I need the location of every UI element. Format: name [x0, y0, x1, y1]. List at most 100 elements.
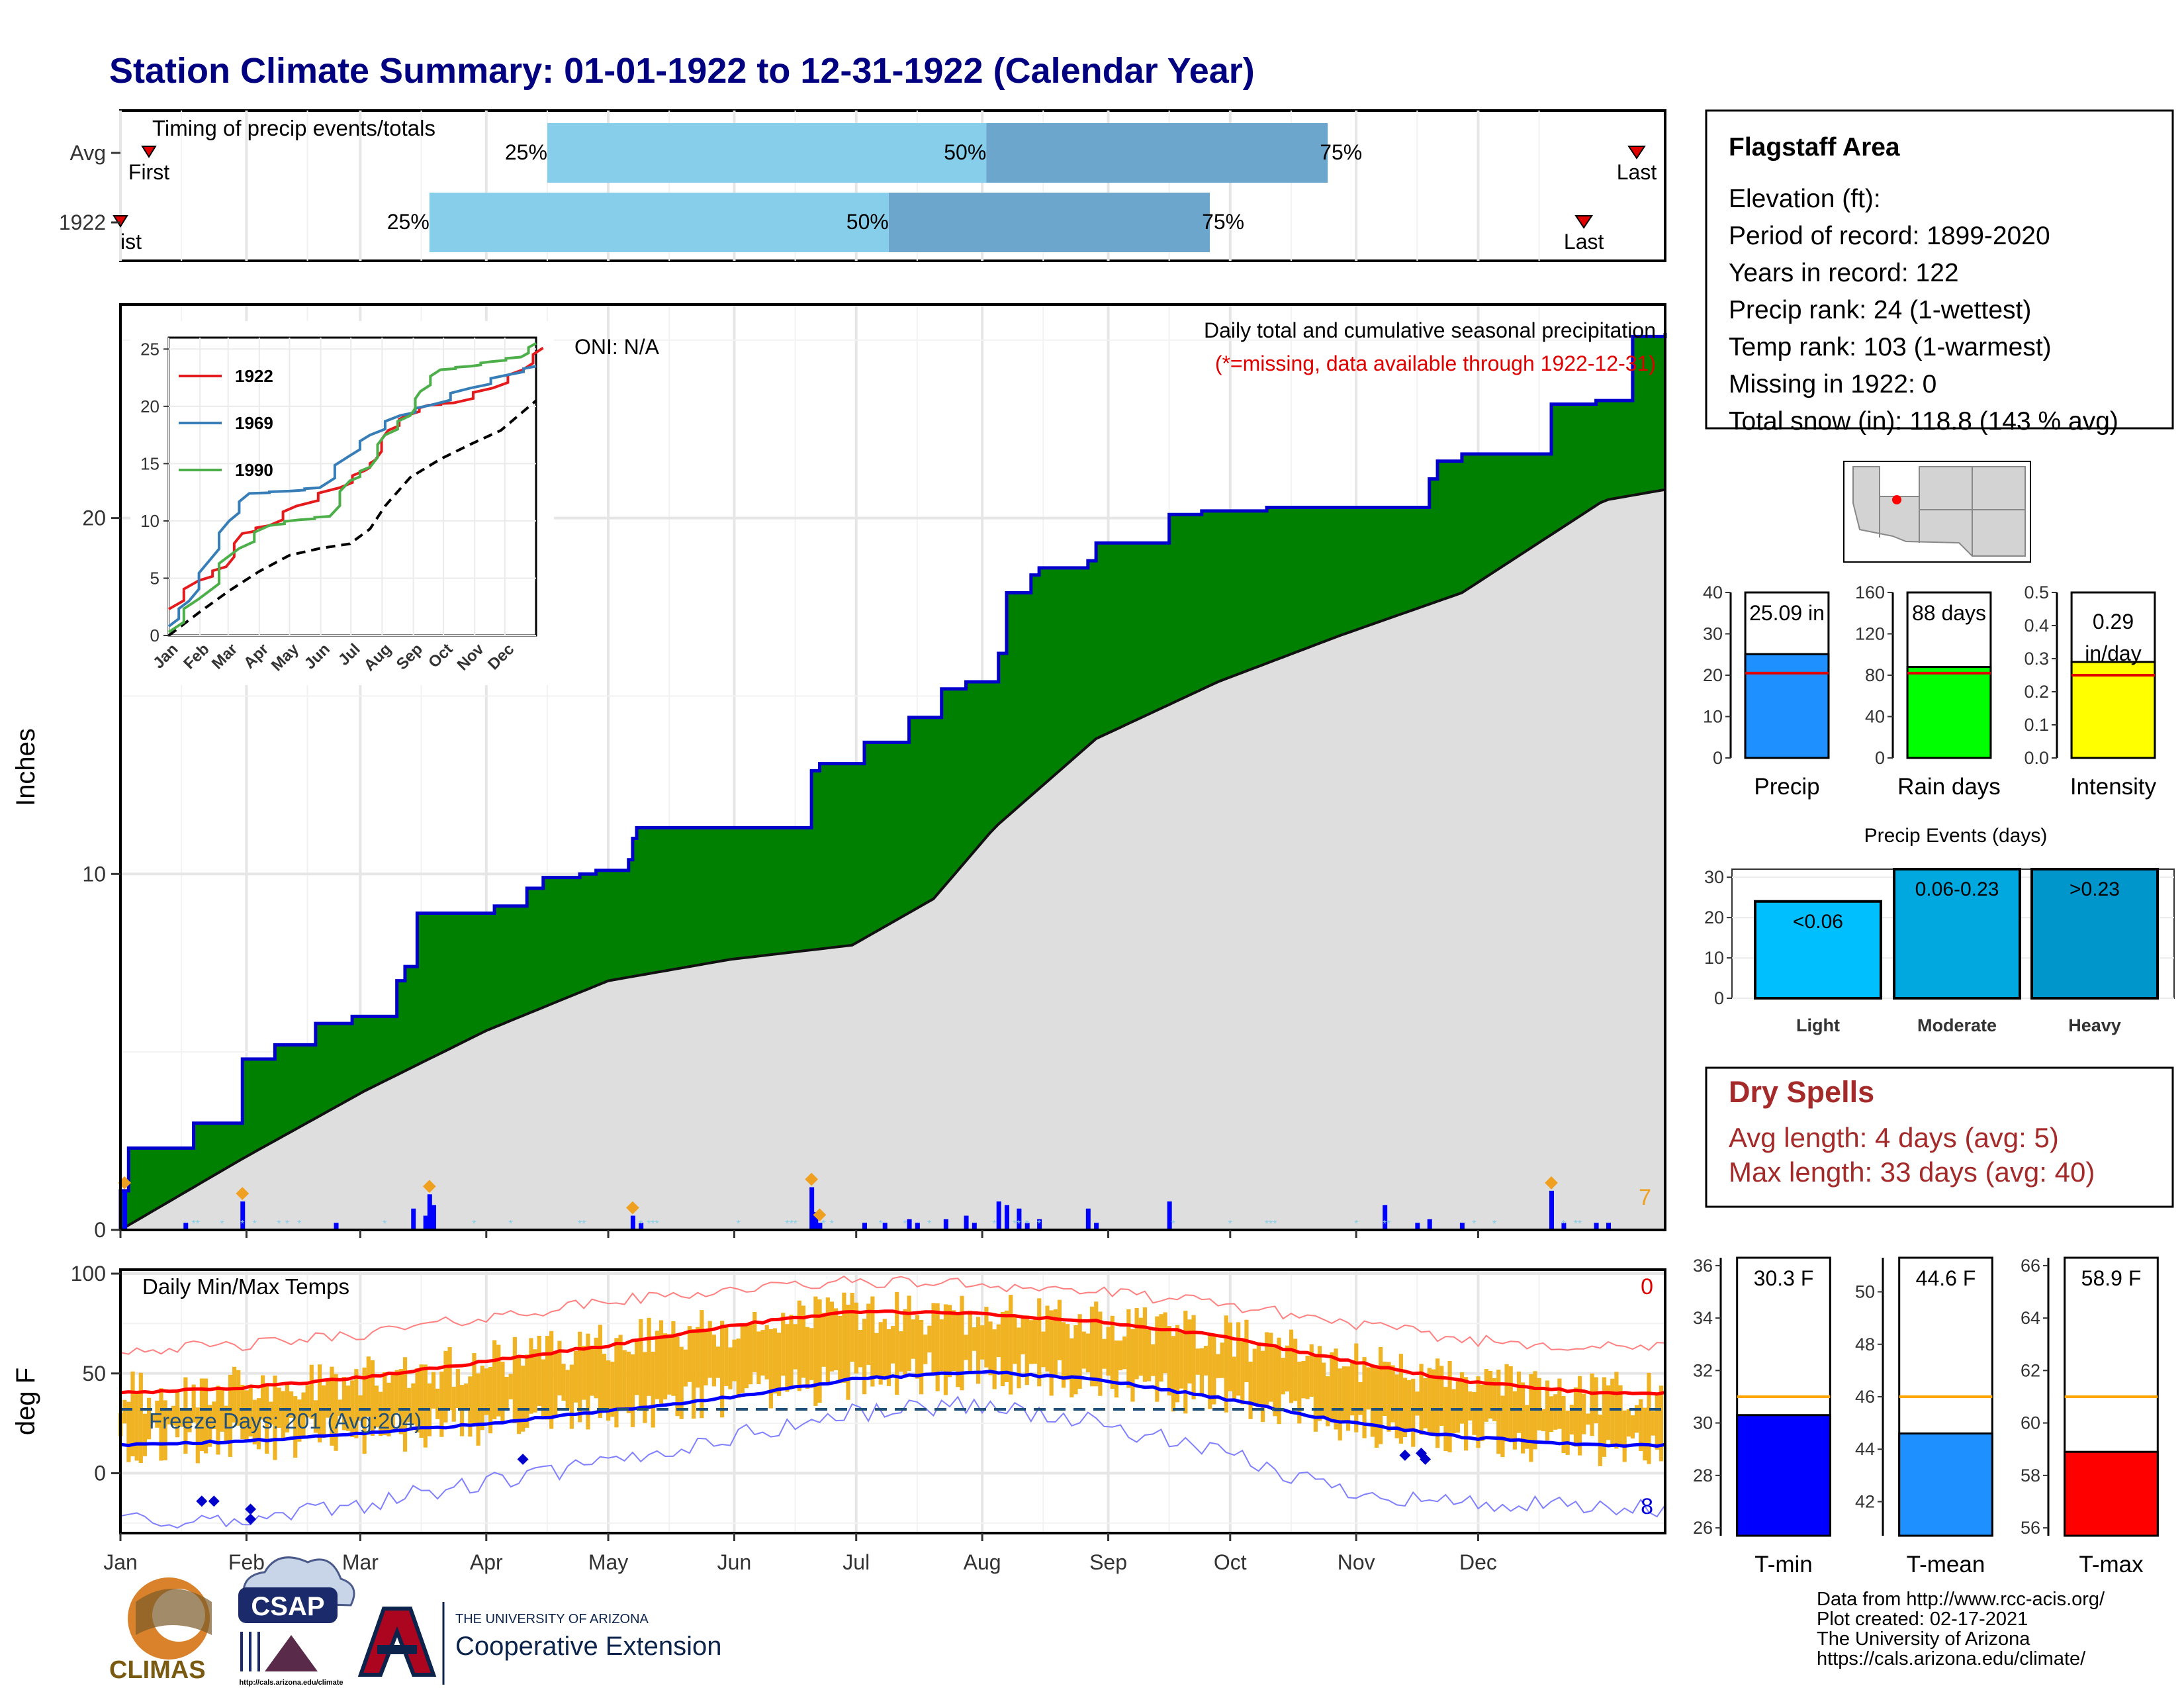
daily-temp-bar	[1024, 1315, 1029, 1385]
daily-temp-bar	[1138, 1317, 1143, 1376]
daily-temp-bar	[711, 1335, 716, 1387]
daily-temp-bar	[236, 1370, 241, 1426]
daily-temp-bar	[679, 1346, 684, 1419]
daily-precip-bar	[972, 1223, 977, 1230]
daily-temp-bar	[549, 1331, 554, 1429]
record-low-marker	[517, 1453, 529, 1465]
daily-temp-bar	[423, 1364, 428, 1448]
large-event-marker	[422, 1180, 436, 1194]
timing-title: Timing of precip events/totals	[152, 116, 435, 140]
daily-temp-bar	[1484, 1369, 1488, 1422]
daily-temp-bar	[1110, 1315, 1115, 1389]
daily-temp-bar	[1387, 1362, 1391, 1432]
daily-temp-bar	[789, 1315, 794, 1389]
daily-temp-bar	[659, 1320, 664, 1404]
daily-temp-bar	[411, 1383, 416, 1425]
daily-temp-bar	[1472, 1391, 1477, 1435]
daily-precip-bar	[411, 1208, 416, 1230]
daily-precip-bar	[1594, 1223, 1599, 1230]
daily-temp-bar	[964, 1335, 968, 1360]
daily-temp-bar	[1061, 1322, 1066, 1388]
daily-temp-bar	[1569, 1405, 1574, 1435]
daily-temp-bar	[1594, 1377, 1598, 1424]
trace-marker: *	[1025, 1219, 1029, 1230]
daily-temp-bar	[1244, 1319, 1249, 1383]
daily-temp-bar	[1427, 1368, 1432, 1434]
precip-panel: * ** ** *** * **** * * * ** * ** ** * *** ** * ** * * ** * ** *…	[11, 303, 1667, 1242]
first-event-marker	[141, 146, 157, 158]
trace-marker: *	[240, 1219, 244, 1230]
daily-temp-bar	[1582, 1393, 1586, 1434]
trace-marker: *	[1171, 1219, 1175, 1230]
daily-temp-bar	[817, 1299, 822, 1403]
daily-temp-bar	[1586, 1413, 1590, 1425]
daily-temp-bar	[1459, 1372, 1465, 1424]
daily-temp-bar	[772, 1328, 778, 1394]
daily-temp-bar	[322, 1385, 326, 1438]
daily-temp-bar	[402, 1357, 408, 1452]
daily-temp-bar	[224, 1405, 228, 1442]
daily-temp-bar	[1643, 1407, 1647, 1461]
daily-temp-bar	[1134, 1308, 1139, 1380]
daily-temp-bar	[805, 1327, 810, 1389]
daily-temp-bar	[1590, 1373, 1594, 1436]
y-tick-label: 0.4	[2024, 616, 2049, 635]
daily-temp-bar	[1273, 1346, 1277, 1417]
y-tick-label: 40	[1865, 707, 1885, 727]
value-bar	[2070, 661, 2156, 759]
daily-temp-bar	[1028, 1320, 1034, 1364]
daily-precip-bar	[1085, 1208, 1091, 1230]
y-tick-label: 30	[1703, 624, 1723, 644]
trace-marker: *	[1354, 1219, 1358, 1230]
daily-temp-bar	[350, 1380, 355, 1438]
ua-name: THE UNIVERSITY OF ARIZONA	[455, 1612, 649, 1626]
daily-temp-bar	[1094, 1301, 1099, 1387]
pct-label: 75%	[1202, 210, 1244, 234]
event-bar	[2030, 868, 2159, 1000]
value-bar	[1906, 666, 1992, 759]
daily-temp-bar	[309, 1364, 314, 1419]
daily-temp-bar	[740, 1323, 745, 1393]
daily-temp-bar	[1114, 1340, 1119, 1398]
daily-temp-bar	[480, 1366, 484, 1430]
daily-temp-bar	[1021, 1317, 1025, 1354]
daily-temp-bar	[1379, 1346, 1383, 1444]
trace-marker: *	[647, 1219, 651, 1230]
y-tick-label: 10	[1704, 948, 1724, 968]
daily-temp-bar	[537, 1335, 541, 1406]
timing-bar-25-50	[547, 123, 987, 183]
daily-temp-bar	[1175, 1325, 1180, 1403]
daily-temp-bar	[1069, 1338, 1074, 1397]
y-tick-label: 40	[1703, 583, 1723, 602]
daily-precip-bar	[1094, 1223, 1099, 1230]
y-tick-label: 20	[1704, 908, 1724, 927]
legend-label: 1922	[235, 366, 273, 386]
daily-temp-bar	[1151, 1344, 1156, 1376]
value-label: 30.3 F	[1754, 1266, 1814, 1290]
inset-y-tick-label: 0	[150, 626, 159, 645]
daily-temp-bar	[187, 1409, 192, 1432]
trace-marker: *	[821, 1219, 825, 1230]
daily-temp-bar	[813, 1296, 818, 1406]
y-tick-label: 0.3	[2024, 649, 2049, 669]
trace-marker: *	[191, 1219, 195, 1230]
daily-temp-bar	[1626, 1409, 1631, 1437]
daily-temp-bar	[829, 1301, 835, 1372]
trace-marker: *	[383, 1219, 387, 1230]
daily-temp-bar	[610, 1362, 615, 1417]
dry-spells-line: Max length: 33 days (avg: 40)	[1729, 1156, 2095, 1188]
daily-temp-bar	[1411, 1378, 1416, 1447]
y-tick-label: 42	[1855, 1491, 1875, 1511]
daily-temp-bar	[1655, 1392, 1659, 1450]
daily-temp-bar	[980, 1325, 985, 1360]
temp-panel: 0 50 100 Daily Min/Max Temps Freeze Days: …	[11, 1262, 1666, 1574]
daily-temp-bar	[1142, 1307, 1148, 1382]
first-event-label: First	[128, 160, 169, 184]
trace-marker: *	[639, 1219, 643, 1230]
trace-marker: *	[785, 1219, 789, 1230]
daily-precip-bar	[1549, 1190, 1555, 1230]
daily-temp-bar	[1610, 1378, 1615, 1446]
pct-label: 50%	[846, 210, 889, 234]
trace-marker: *	[1265, 1219, 1269, 1230]
daily-temp-bar	[1504, 1364, 1509, 1442]
